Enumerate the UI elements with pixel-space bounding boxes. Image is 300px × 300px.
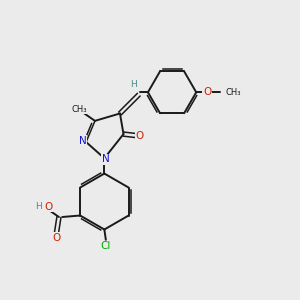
Text: O: O — [52, 232, 61, 243]
Text: O: O — [44, 202, 52, 212]
Text: O: O — [136, 130, 144, 141]
Text: CH₃: CH₃ — [72, 105, 87, 114]
Text: O: O — [203, 87, 211, 97]
Text: N: N — [79, 136, 86, 146]
Text: H: H — [35, 202, 42, 211]
Text: N: N — [102, 154, 110, 164]
Text: Cl: Cl — [100, 241, 111, 251]
Text: H: H — [130, 80, 137, 88]
Text: CH₃: CH₃ — [226, 88, 241, 97]
